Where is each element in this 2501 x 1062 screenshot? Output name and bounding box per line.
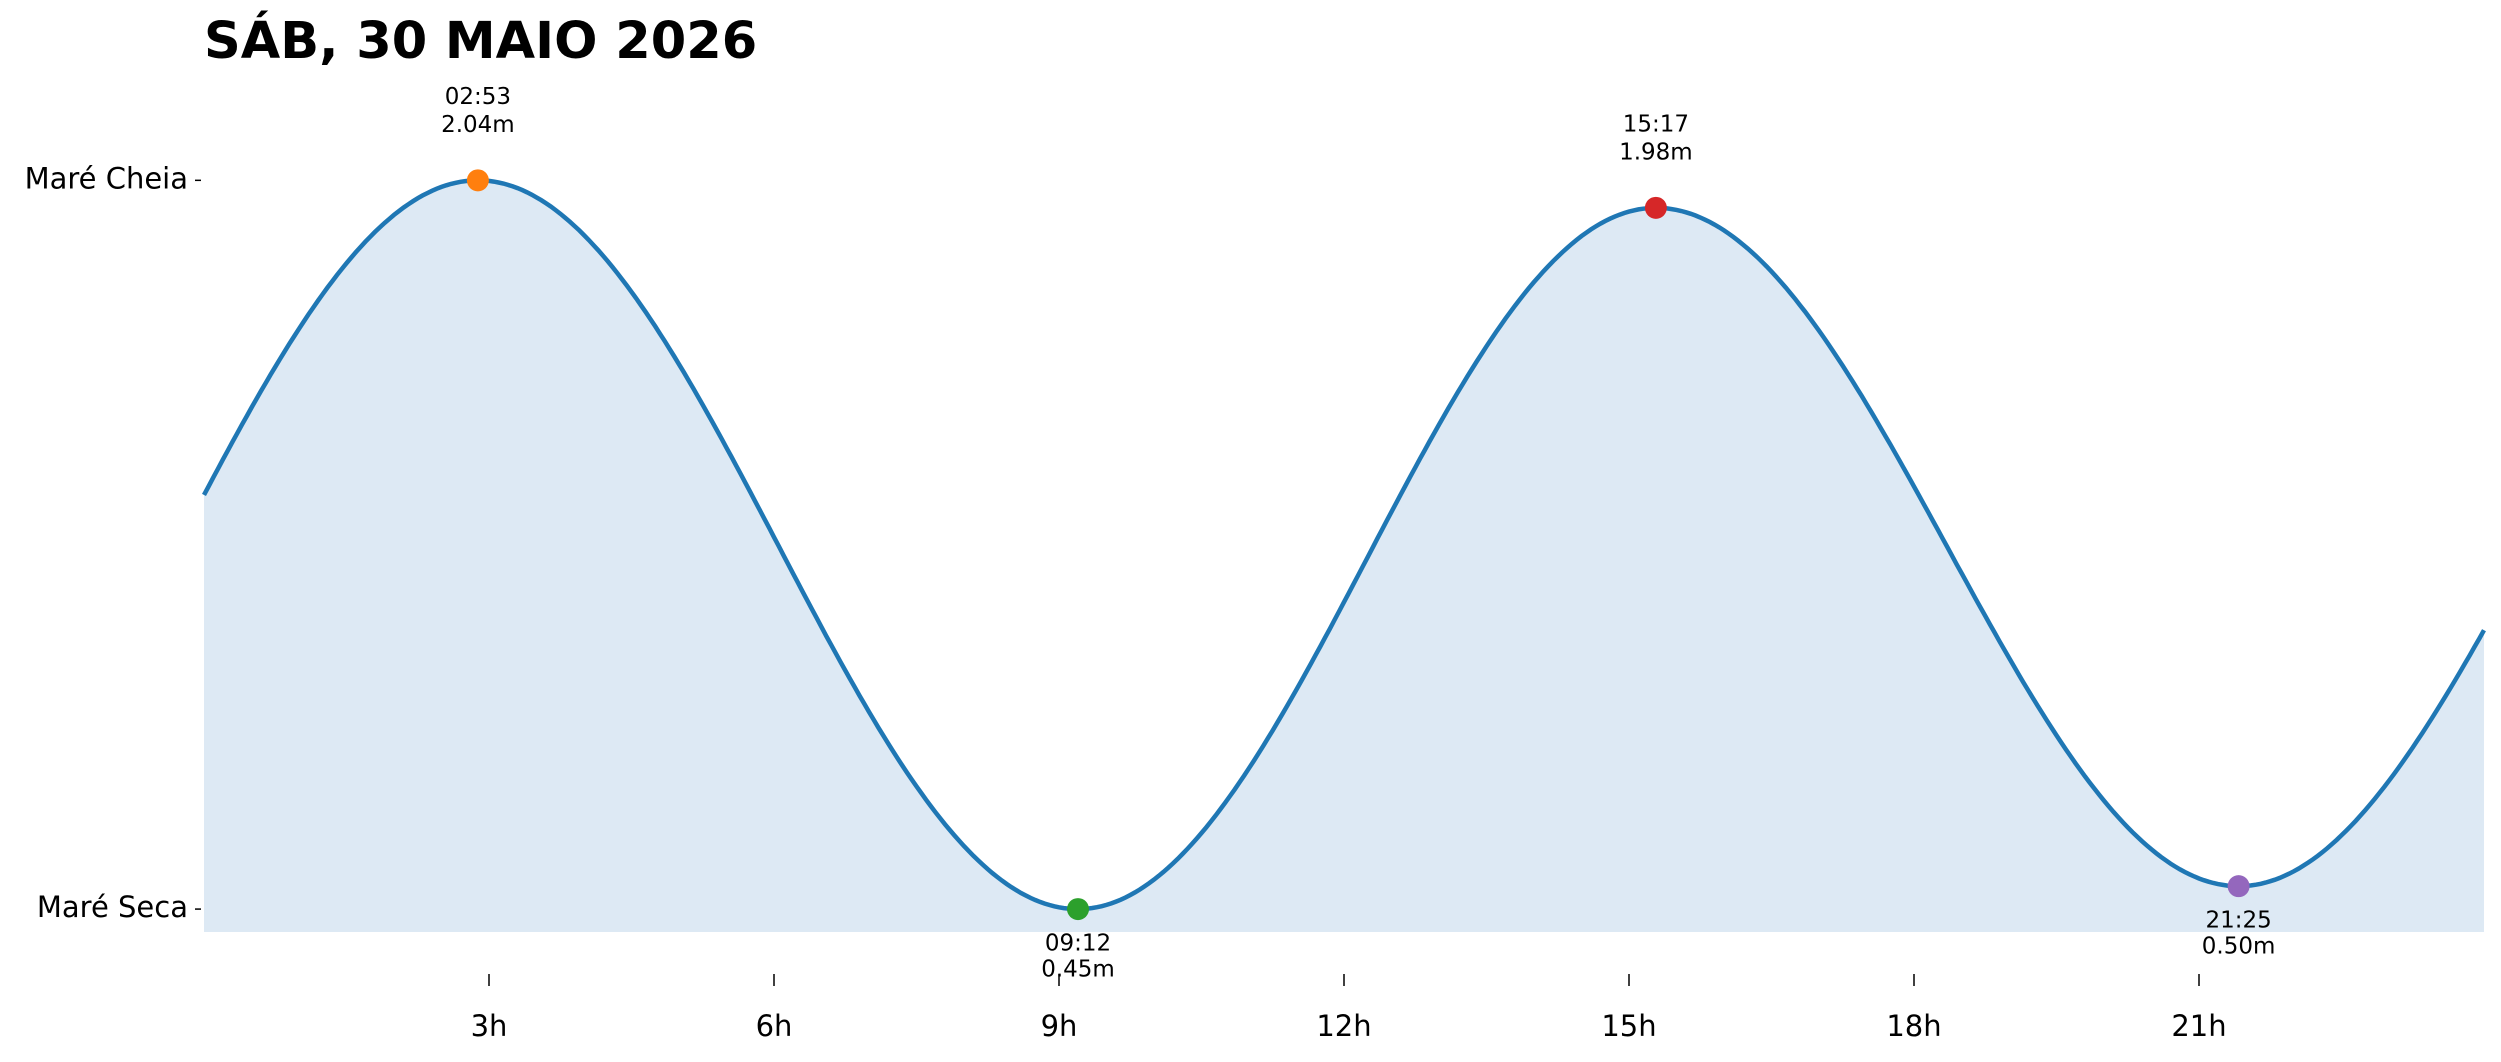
x-tick-label: 18h	[1886, 1009, 1941, 1043]
time-label: 21:25	[2205, 908, 2271, 934]
x-tick-label: 15h	[1601, 1009, 1656, 1043]
x-tick-label: 9h	[1041, 1009, 1078, 1043]
time-label: 09:12	[1045, 931, 1111, 957]
x-tick-label: 12h	[1316, 1009, 1371, 1043]
value-label: 2.04m	[441, 112, 515, 138]
tide-point	[2227, 875, 2250, 898]
x-tick-label: 21h	[2171, 1009, 2226, 1043]
y-tick-label: Maré Cheia	[25, 161, 188, 195]
time-label: 15:17	[1623, 111, 1689, 137]
y-tick-label: Maré Seca	[37, 890, 188, 924]
chart-title: SÁB, 30 MAIO 2026	[204, 10, 757, 71]
value-label: 0.50m	[2202, 934, 2276, 960]
x-tick-label: 3h	[471, 1009, 508, 1043]
tide-point	[1644, 196, 1667, 219]
tide-line	[202, 178, 2486, 912]
time-label: 02:53	[445, 84, 511, 110]
tide-point	[1067, 898, 1089, 921]
value-label: 1.98m	[1619, 139, 1693, 165]
value-label: 0.45m	[1041, 957, 1115, 983]
tide-area	[204, 180, 2484, 933]
tide-point	[466, 169, 489, 192]
x-tick-label: 6h	[756, 1009, 793, 1043]
